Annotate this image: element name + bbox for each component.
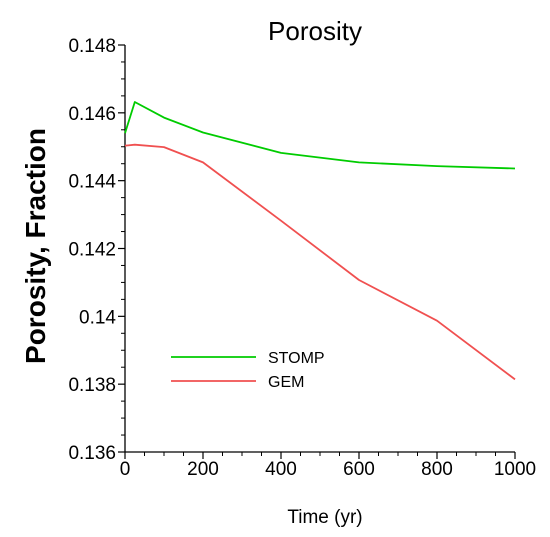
legend: STOMP GEM	[171, 350, 325, 391]
y-tick-label: 0.136	[68, 443, 116, 464]
y-tick-label: 0.138	[68, 375, 116, 396]
y-axis-label: Porosity, Fraction	[20, 128, 51, 364]
legend-label-stomp: STOMP	[268, 350, 325, 367]
y-tick-label: 0.146	[68, 104, 116, 125]
series-line-gem	[124, 143, 516, 381]
x-tick-label: 0	[120, 459, 131, 480]
series-layer	[124, 101, 516, 381]
x-axis-ticks: 0 200 400 600 800 1000	[120, 452, 536, 480]
x-axis-label: Time (yr)	[287, 507, 362, 528]
x-tick-label: 600	[343, 459, 375, 480]
y-tick-label: 0.142	[68, 240, 116, 261]
series-line-stomp	[124, 101, 516, 170]
legend-label-gem: GEM	[268, 374, 304, 391]
x-tick-label: 1000	[494, 459, 536, 480]
y-tick-label: 0.144	[68, 172, 116, 193]
chart-title: Porosity	[268, 16, 362, 46]
x-tick-label: 200	[187, 459, 219, 480]
x-tick-label: 800	[421, 459, 453, 480]
y-axis-ticks: 0.136 0.138 0.14 0.142 0.144 0.146 0.148	[68, 36, 125, 464]
x-tick-label: 400	[265, 459, 297, 480]
y-tick-label: 0.148	[68, 36, 116, 57]
y-tick-label: 0.14	[79, 307, 116, 328]
